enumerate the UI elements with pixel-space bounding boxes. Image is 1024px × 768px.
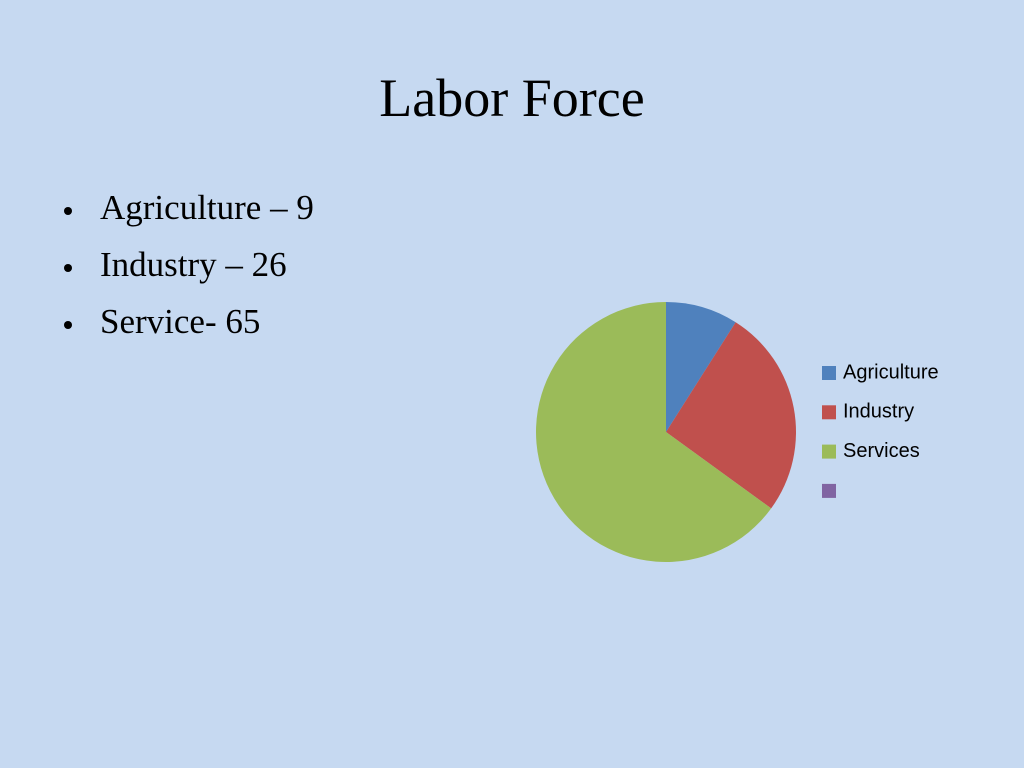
pie-slice <box>535 302 772 562</box>
legend-swatch <box>822 444 836 459</box>
legend-label: Agriculture <box>843 361 939 383</box>
legend-label: Services <box>843 440 920 462</box>
bullet-text: Service- 65 <box>100 302 260 341</box>
bullet-dot <box>64 207 72 215</box>
legend-swatch <box>822 366 836 380</box>
bullet-dot <box>64 321 72 329</box>
bullet-text: Industry – 26 <box>100 245 287 284</box>
legend-label: Industry <box>843 401 914 423</box>
slide-title: Labor Force <box>379 68 644 128</box>
bullet-text: Agriculture – 9 <box>100 188 314 227</box>
pie-slice <box>666 322 796 509</box>
pie-slice <box>666 302 736 432</box>
bullet-dot <box>64 264 72 272</box>
legend-swatch <box>822 405 836 420</box>
legend-swatch <box>822 483 836 498</box>
